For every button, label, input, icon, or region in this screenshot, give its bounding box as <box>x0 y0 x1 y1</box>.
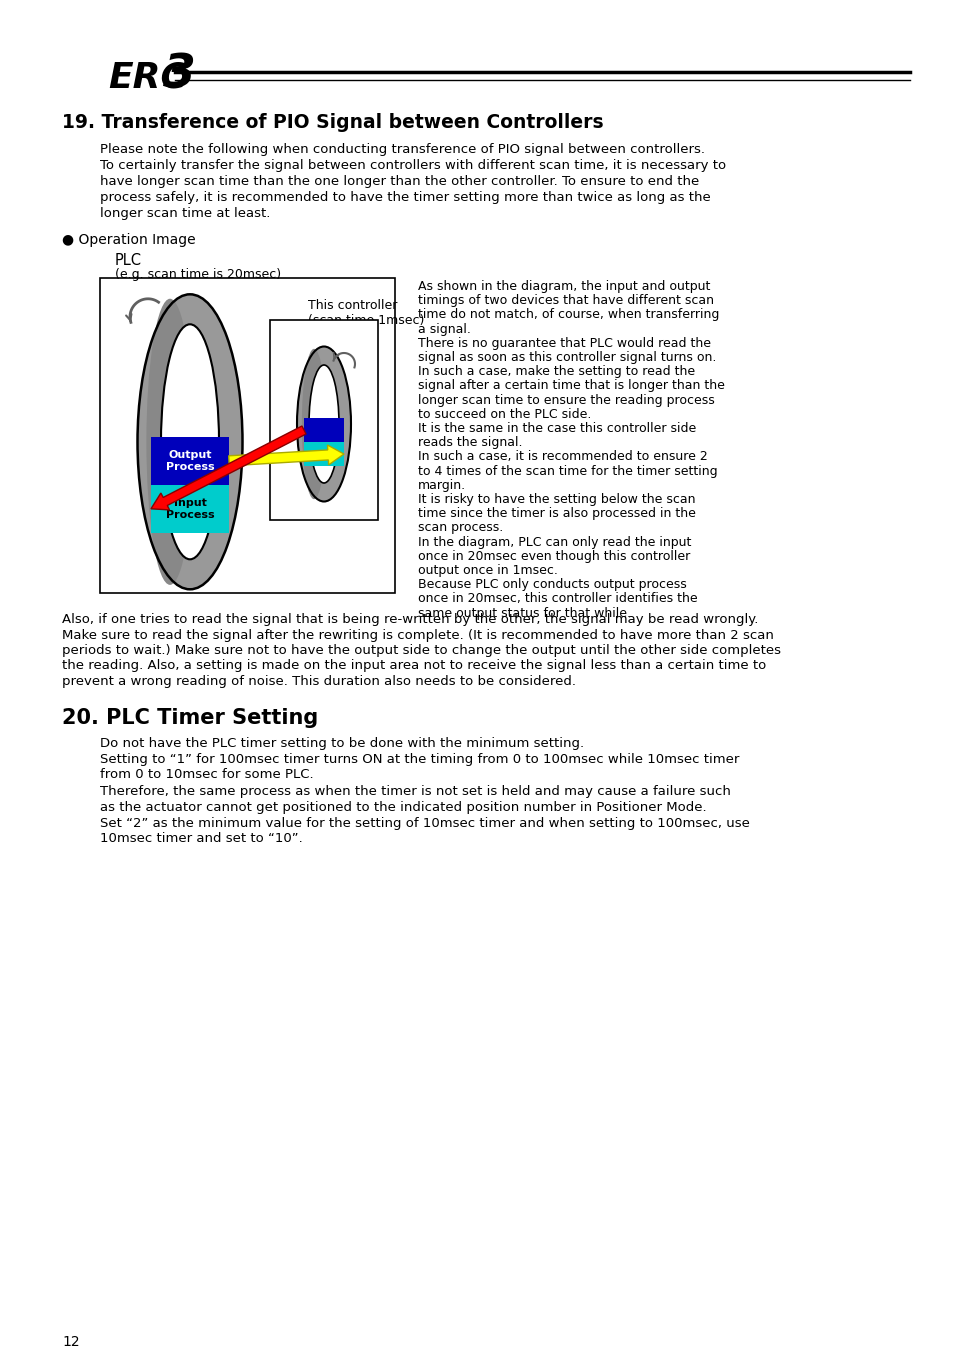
FancyArrow shape <box>229 446 344 466</box>
Text: signal as soon as this controller signal turns on.: signal as soon as this controller signal… <box>417 351 716 364</box>
Text: time do not match, of course, when transferring: time do not match, of course, when trans… <box>417 308 719 321</box>
Text: Please note the following when conducting transference of PIO signal between con: Please note the following when conductin… <box>100 143 704 157</box>
Ellipse shape <box>309 364 338 483</box>
Bar <box>151 437 229 485</box>
Text: As shown in the diagram, the input and output: As shown in the diagram, the input and o… <box>417 279 710 293</box>
Text: 10msec timer and set to “10”.: 10msec timer and set to “10”. <box>100 833 302 845</box>
Text: In such a case, it is recommended to ensure 2: In such a case, it is recommended to ens… <box>417 451 707 463</box>
Text: It is risky to have the setting below the scan: It is risky to have the setting below th… <box>417 493 695 506</box>
Ellipse shape <box>137 294 242 590</box>
Text: reads the signal.: reads the signal. <box>417 436 522 450</box>
Text: 12: 12 <box>62 1335 79 1349</box>
Bar <box>270 320 377 520</box>
Text: a signal.: a signal. <box>417 323 471 336</box>
Text: Set “2” as the minimum value for the setting of 10msec timer and when setting to: Set “2” as the minimum value for the set… <box>100 817 749 829</box>
Text: prevent a wrong reading of noise. This duration also needs to be considered.: prevent a wrong reading of noise. This d… <box>62 675 576 688</box>
Text: To certainly transfer the signal between controllers with different scan time, i: To certainly transfer the signal between… <box>100 159 725 171</box>
Text: the reading. Also, a setting is made on the input area not to receive the signal: the reading. Also, a setting is made on … <box>62 660 765 672</box>
Text: Input
Process: Input Process <box>166 498 214 520</box>
Text: ● Operation Image: ● Operation Image <box>62 234 195 247</box>
Text: Make sure to read the signal after the rewriting is complete. (It is recommended: Make sure to read the signal after the r… <box>62 629 773 641</box>
Text: 3: 3 <box>163 53 195 97</box>
Text: signal after a certain time that is longer than the: signal after a certain time that is long… <box>417 379 724 393</box>
Text: margin.: margin. <box>417 479 466 491</box>
Text: from 0 to 10msec for some PLC.: from 0 to 10msec for some PLC. <box>100 768 314 782</box>
Text: In the diagram, PLC can only read the input: In the diagram, PLC can only read the in… <box>417 536 691 548</box>
Text: to 4 times of the scan time for the timer setting: to 4 times of the scan time for the time… <box>417 464 717 478</box>
Text: (e.g. scan time is 20msec): (e.g. scan time is 20msec) <box>115 269 281 281</box>
Text: longer scan time at least.: longer scan time at least. <box>100 207 270 220</box>
Text: once in 20msec even though this controller: once in 20msec even though this controll… <box>417 549 690 563</box>
Ellipse shape <box>146 298 193 585</box>
Text: scan process.: scan process. <box>417 521 503 535</box>
Text: There is no guarantee that PLC would read the: There is no guarantee that PLC would rea… <box>417 336 710 350</box>
Text: timings of two devices that have different scan: timings of two devices that have differe… <box>417 294 713 308</box>
Text: This controller: This controller <box>308 298 396 312</box>
Ellipse shape <box>301 348 326 500</box>
Text: Output
Process: Output Process <box>166 450 214 471</box>
Text: periods to wait.) Make sure not to have the output side to change the output unt: periods to wait.) Make sure not to have … <box>62 644 781 657</box>
Text: as the actuator cannot get positioned to the indicated position number in Positi: as the actuator cannot get positioned to… <box>100 801 706 814</box>
Text: have longer scan time than the one longer than the other controller. To ensure t: have longer scan time than the one longe… <box>100 176 699 188</box>
Text: It is the same in the case this controller side: It is the same in the case this controll… <box>417 423 696 435</box>
Text: ERC: ERC <box>108 61 187 95</box>
Text: Do not have the PLC timer setting to be done with the minimum setting.: Do not have the PLC timer setting to be … <box>100 737 583 749</box>
Text: output once in 1msec.: output once in 1msec. <box>417 564 558 576</box>
Text: (scan time 1msec): (scan time 1msec) <box>308 315 424 327</box>
Text: In such a case, make the setting to read the: In such a case, make the setting to read… <box>417 366 695 378</box>
Ellipse shape <box>161 324 219 559</box>
Text: longer scan time to ensure the reading process: longer scan time to ensure the reading p… <box>417 394 714 406</box>
Text: Setting to “1” for 100msec timer turns ON at the timing from 0 to 100msec while : Setting to “1” for 100msec timer turns O… <box>100 752 739 765</box>
Ellipse shape <box>296 347 351 501</box>
Text: to succeed on the PLC side.: to succeed on the PLC side. <box>417 408 591 421</box>
Text: Therefore, the same process as when the timer is not set is held and may cause a: Therefore, the same process as when the … <box>100 784 730 798</box>
Bar <box>151 485 229 533</box>
Text: time since the timer is also processed in the: time since the timer is also processed i… <box>417 508 695 520</box>
Text: Also, if one tries to read the signal that is being re-written by the other, the: Also, if one tries to read the signal th… <box>62 613 758 626</box>
Bar <box>304 441 344 466</box>
Text: Because PLC only conducts output process: Because PLC only conducts output process <box>417 578 686 591</box>
Bar <box>100 278 395 593</box>
Bar <box>304 418 344 441</box>
Text: 20. PLC Timer Setting: 20. PLC Timer Setting <box>62 709 318 729</box>
Text: 19. Transference of PIO Signal between Controllers: 19. Transference of PIO Signal between C… <box>62 113 603 132</box>
Text: once in 20msec, this controller identifies the: once in 20msec, this controller identifi… <box>417 593 697 605</box>
Text: same output status for that while.: same output status for that while. <box>417 606 630 620</box>
FancyArrow shape <box>151 427 306 510</box>
Text: PLC: PLC <box>115 252 142 269</box>
Text: process safely, it is recommended to have the timer setting more than twice as l: process safely, it is recommended to hav… <box>100 190 710 204</box>
